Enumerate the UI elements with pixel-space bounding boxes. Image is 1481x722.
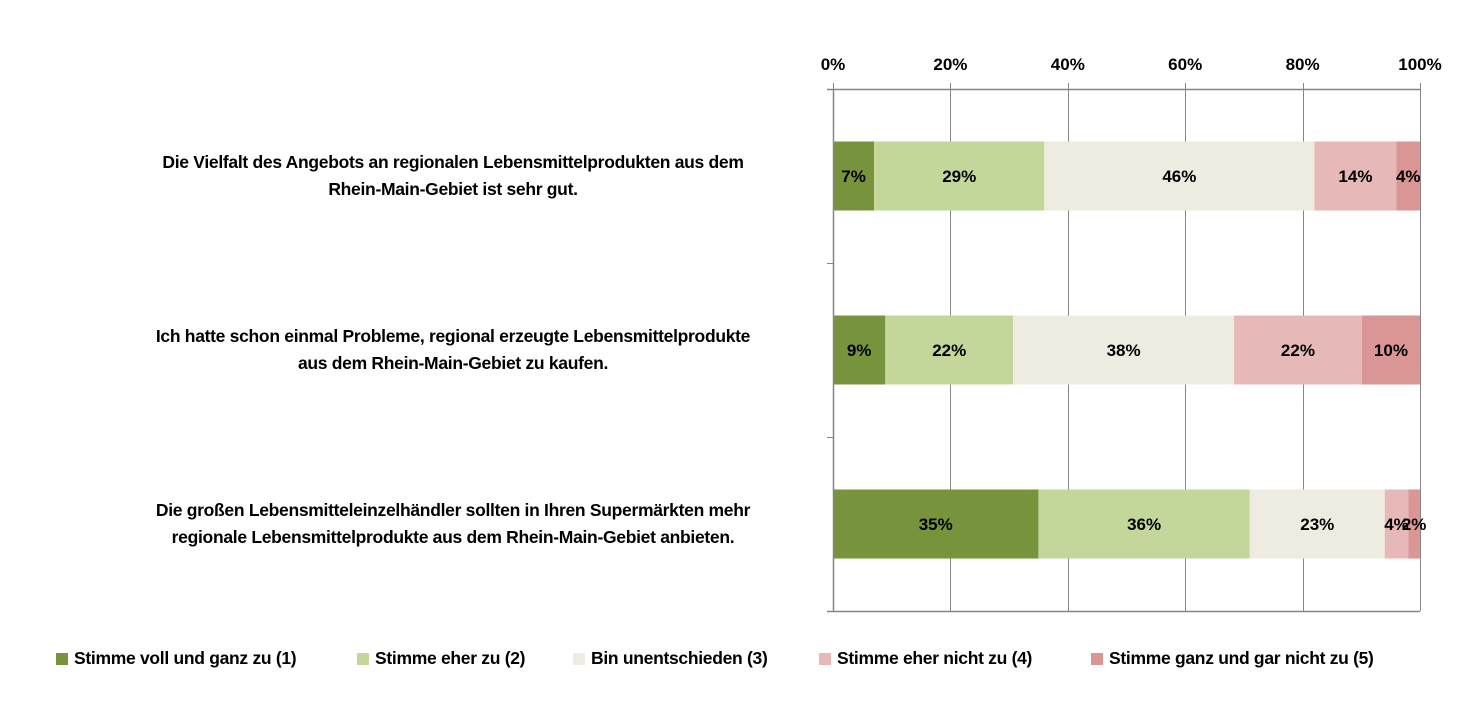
legend-swatch [357,653,369,665]
data-label: 22% [1281,341,1315,360]
legend-item: Stimme eher nicht zu (4) [819,648,1032,669]
x-tick-label: 0% [821,55,846,74]
x-tick-label: 80% [1286,55,1320,74]
data-label: 36% [1127,515,1161,534]
data-label: 23% [1300,515,1334,534]
data-label: 14% [1338,167,1372,186]
category-label: Die großen Lebensmitteleinzelhändler sol… [93,497,813,551]
category-label-line: regionale Lebensmittelprodukte aus dem R… [93,524,813,551]
x-tick-label: 60% [1168,55,1202,74]
legend-item: Stimme eher zu (2) [357,648,525,669]
legend-swatch [819,653,831,665]
x-tick-label: 100% [1398,55,1441,74]
legend-item: Stimme ganz und gar nicht zu (5) [1091,648,1374,669]
x-tick-label: 20% [933,55,967,74]
x-tick-label: 40% [1051,55,1085,74]
legend-swatch [573,653,585,665]
legend-label: Stimme eher zu (2) [375,648,525,669]
data-label: 9% [847,341,872,360]
legend-label: Stimme voll und ganz zu (1) [74,648,296,669]
category-label-line: Die großen Lebensmitteleinzelhändler sol… [93,497,813,524]
category-label: Ich hatte schon einmal Probleme, regiona… [93,323,813,377]
legend: Stimme voll und ganz zu (1) Stimme eher z… [0,648,1481,676]
data-label: 29% [942,167,976,186]
category-label-line: Die Vielfalt des Angebots an regionalen … [93,149,813,176]
data-label: 46% [1162,167,1196,186]
data-label: 10% [1374,341,1408,360]
legend-item: Bin unentschieden (3) [573,648,768,669]
category-label-line: Rhein-Main-Gebiet ist sehr gut. [93,176,813,203]
data-label: 2% [1402,515,1427,534]
legend-item: Stimme voll und ganz zu (1) [56,648,296,669]
legend-label: Stimme eher nicht zu (4) [837,648,1032,669]
data-label: 4% [1396,167,1421,186]
x-tick-labels: 0% 20% 40% 60% 80% 100% [821,55,1442,74]
legend-swatch [56,653,68,665]
data-label: 22% [932,341,966,360]
legend-swatch [1091,653,1103,665]
category-label-line: Ich hatte schon einmal Probleme, regiona… [93,323,813,350]
category-label-line: aus dem Rhein-Main-Gebiet zu kaufen. [93,350,813,377]
legend-label: Stimme ganz und gar nicht zu (5) [1109,648,1374,669]
legend-label: Bin unentschieden (3) [591,648,768,669]
data-label: 35% [919,515,953,534]
category-label: Die Vielfalt des Angebots an regionalen … [93,149,813,203]
data-label: 7% [841,167,866,186]
data-label: 38% [1107,341,1141,360]
